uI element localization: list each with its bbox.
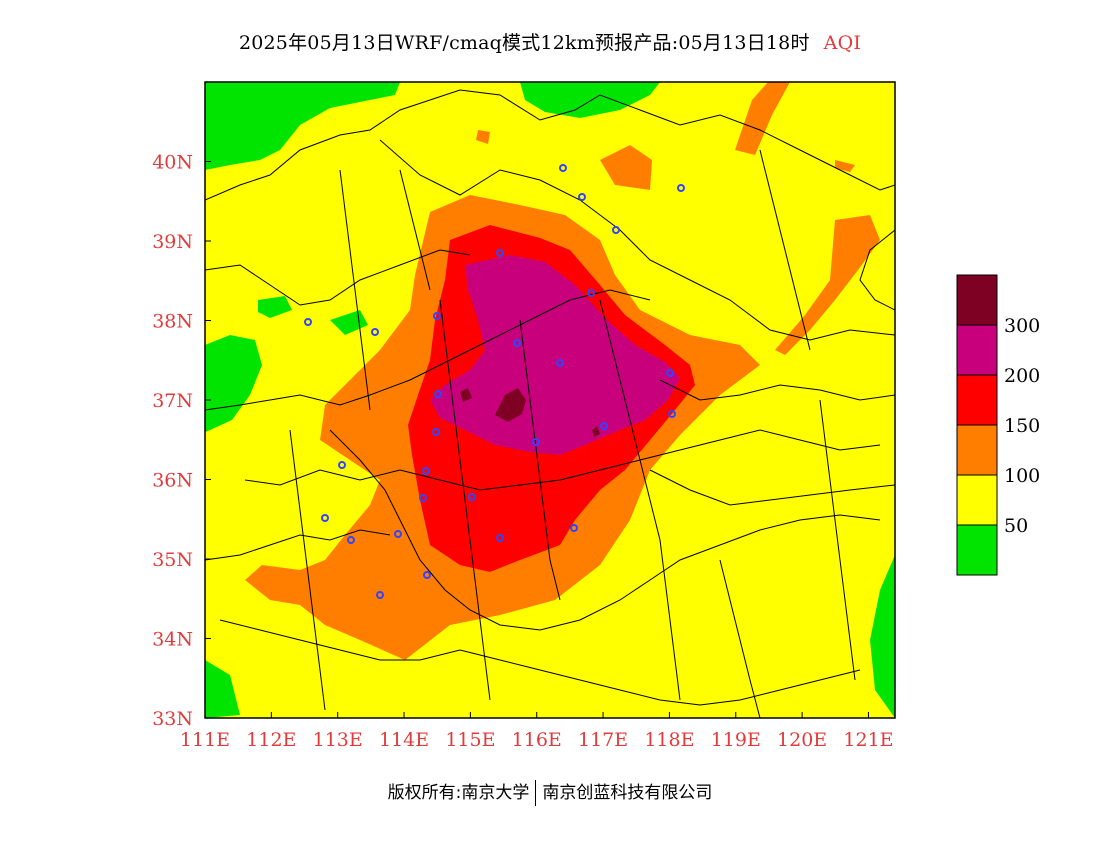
title-text: 2025年05月13日WRF/cmaq模式12km预报产品:05月13日18时 xyxy=(238,32,810,54)
aqi-level-orange-patch xyxy=(476,130,490,144)
legend-swatch xyxy=(956,274,998,326)
city-marker xyxy=(371,328,379,336)
city-marker xyxy=(321,514,329,522)
legend-swatch xyxy=(956,474,998,526)
city-marker xyxy=(559,164,567,172)
y-tick-label: 35N xyxy=(152,549,193,571)
city-marker xyxy=(422,467,430,475)
legend-label: 300 xyxy=(1004,315,1040,337)
copyright-left: 版权所有:南京大学 xyxy=(387,783,530,803)
city-marker xyxy=(587,289,595,297)
x-tick-label: 112E xyxy=(246,729,296,751)
x-tick-label: 119E xyxy=(711,729,761,751)
city-marker xyxy=(433,312,441,320)
y-tick-label: 34N xyxy=(152,629,193,651)
legend-label: 150 xyxy=(1004,415,1040,437)
city-marker xyxy=(304,318,312,326)
city-marker xyxy=(496,249,504,257)
city-marker xyxy=(677,184,685,192)
aqi-level-green-patch xyxy=(258,296,292,318)
city-marker xyxy=(376,591,384,599)
aqi-level-magenta xyxy=(430,255,680,455)
city-markers xyxy=(304,164,685,599)
aqi-field xyxy=(205,82,895,718)
x-axis-ticks: 111E 112E 113E 114E 115E 116E 117E 118E 119E 120E… xyxy=(180,712,894,751)
aqi-level-orange-ne xyxy=(735,82,790,155)
city-marker xyxy=(423,571,431,579)
city-marker xyxy=(612,226,620,234)
aqi-level-orange-patch xyxy=(600,145,652,190)
aqi-level-maroon xyxy=(460,388,472,402)
y-tick-label: 40N xyxy=(152,152,193,174)
city-marker xyxy=(496,534,504,542)
x-tick-label: 120E xyxy=(777,729,827,751)
x-tick-label: 118E xyxy=(644,729,694,751)
legend-swatch xyxy=(956,424,998,476)
province-boundaries xyxy=(205,89,895,718)
x-tick-label: 117E xyxy=(578,729,628,751)
y-tick-label: 37N xyxy=(152,390,193,412)
city-marker xyxy=(432,428,440,436)
legend-label: 50 xyxy=(1004,515,1028,537)
color-legend: 50 100 150 200 300 xyxy=(956,274,1040,576)
x-tick-label: 113E xyxy=(313,729,363,751)
city-marker xyxy=(338,461,346,469)
city-marker xyxy=(513,339,521,347)
x-tick-label: 115E xyxy=(445,729,495,751)
city-marker xyxy=(570,524,578,532)
aqi-level-green-north xyxy=(520,82,660,118)
city-marker xyxy=(347,536,355,544)
copyright-right: 南京创蓝科技有限公司 xyxy=(542,783,713,803)
aqi-level-orange-patch xyxy=(835,160,855,172)
x-tick-label: 121E xyxy=(843,729,893,751)
copyright-footer: 版权所有:南京大学 南京创蓝科技有限公司 xyxy=(0,778,1100,806)
aqi-level-green-se xyxy=(870,555,895,718)
legend-swatch xyxy=(956,324,998,376)
city-marker xyxy=(468,493,476,501)
variable-label: AQI xyxy=(823,32,862,54)
city-marker xyxy=(556,359,564,367)
legend-label: 200 xyxy=(1004,365,1040,387)
x-tick-label: 114E xyxy=(379,729,429,751)
aqi-level-orange-east xyxy=(775,215,880,355)
x-tick-label: 116E xyxy=(512,729,562,751)
city-marker xyxy=(434,390,442,398)
aqi-level-green-sw xyxy=(205,660,240,718)
y-tick-label: 36N xyxy=(152,470,193,492)
city-marker xyxy=(578,193,586,201)
city-marker xyxy=(666,369,674,377)
y-tick-label: 33N xyxy=(152,708,193,730)
x-tick-label: 111E xyxy=(180,729,230,751)
legend-swatch xyxy=(956,374,998,426)
aqi-level-maroon xyxy=(592,426,600,437)
aqi-level-maroon xyxy=(495,388,526,422)
footer-separator xyxy=(535,780,537,806)
city-marker xyxy=(419,494,427,502)
y-tick-label: 39N xyxy=(152,231,193,253)
city-marker xyxy=(668,410,676,418)
aqi-level-green-nw xyxy=(205,82,400,170)
legend-label: 100 xyxy=(1004,465,1040,487)
map-title: 2025年05月13日WRF/cmaq模式12km预报产品:05月13日18时 A… xyxy=(0,28,1100,55)
y-tick-label: 38N xyxy=(152,311,193,333)
y-axis-ticks: 33N 34N 35N 36N 37N 38N 39N 40N xyxy=(152,152,211,730)
legend-swatch xyxy=(956,524,998,576)
city-marker xyxy=(394,530,402,538)
city-marker xyxy=(600,422,608,430)
city-marker xyxy=(532,438,540,446)
